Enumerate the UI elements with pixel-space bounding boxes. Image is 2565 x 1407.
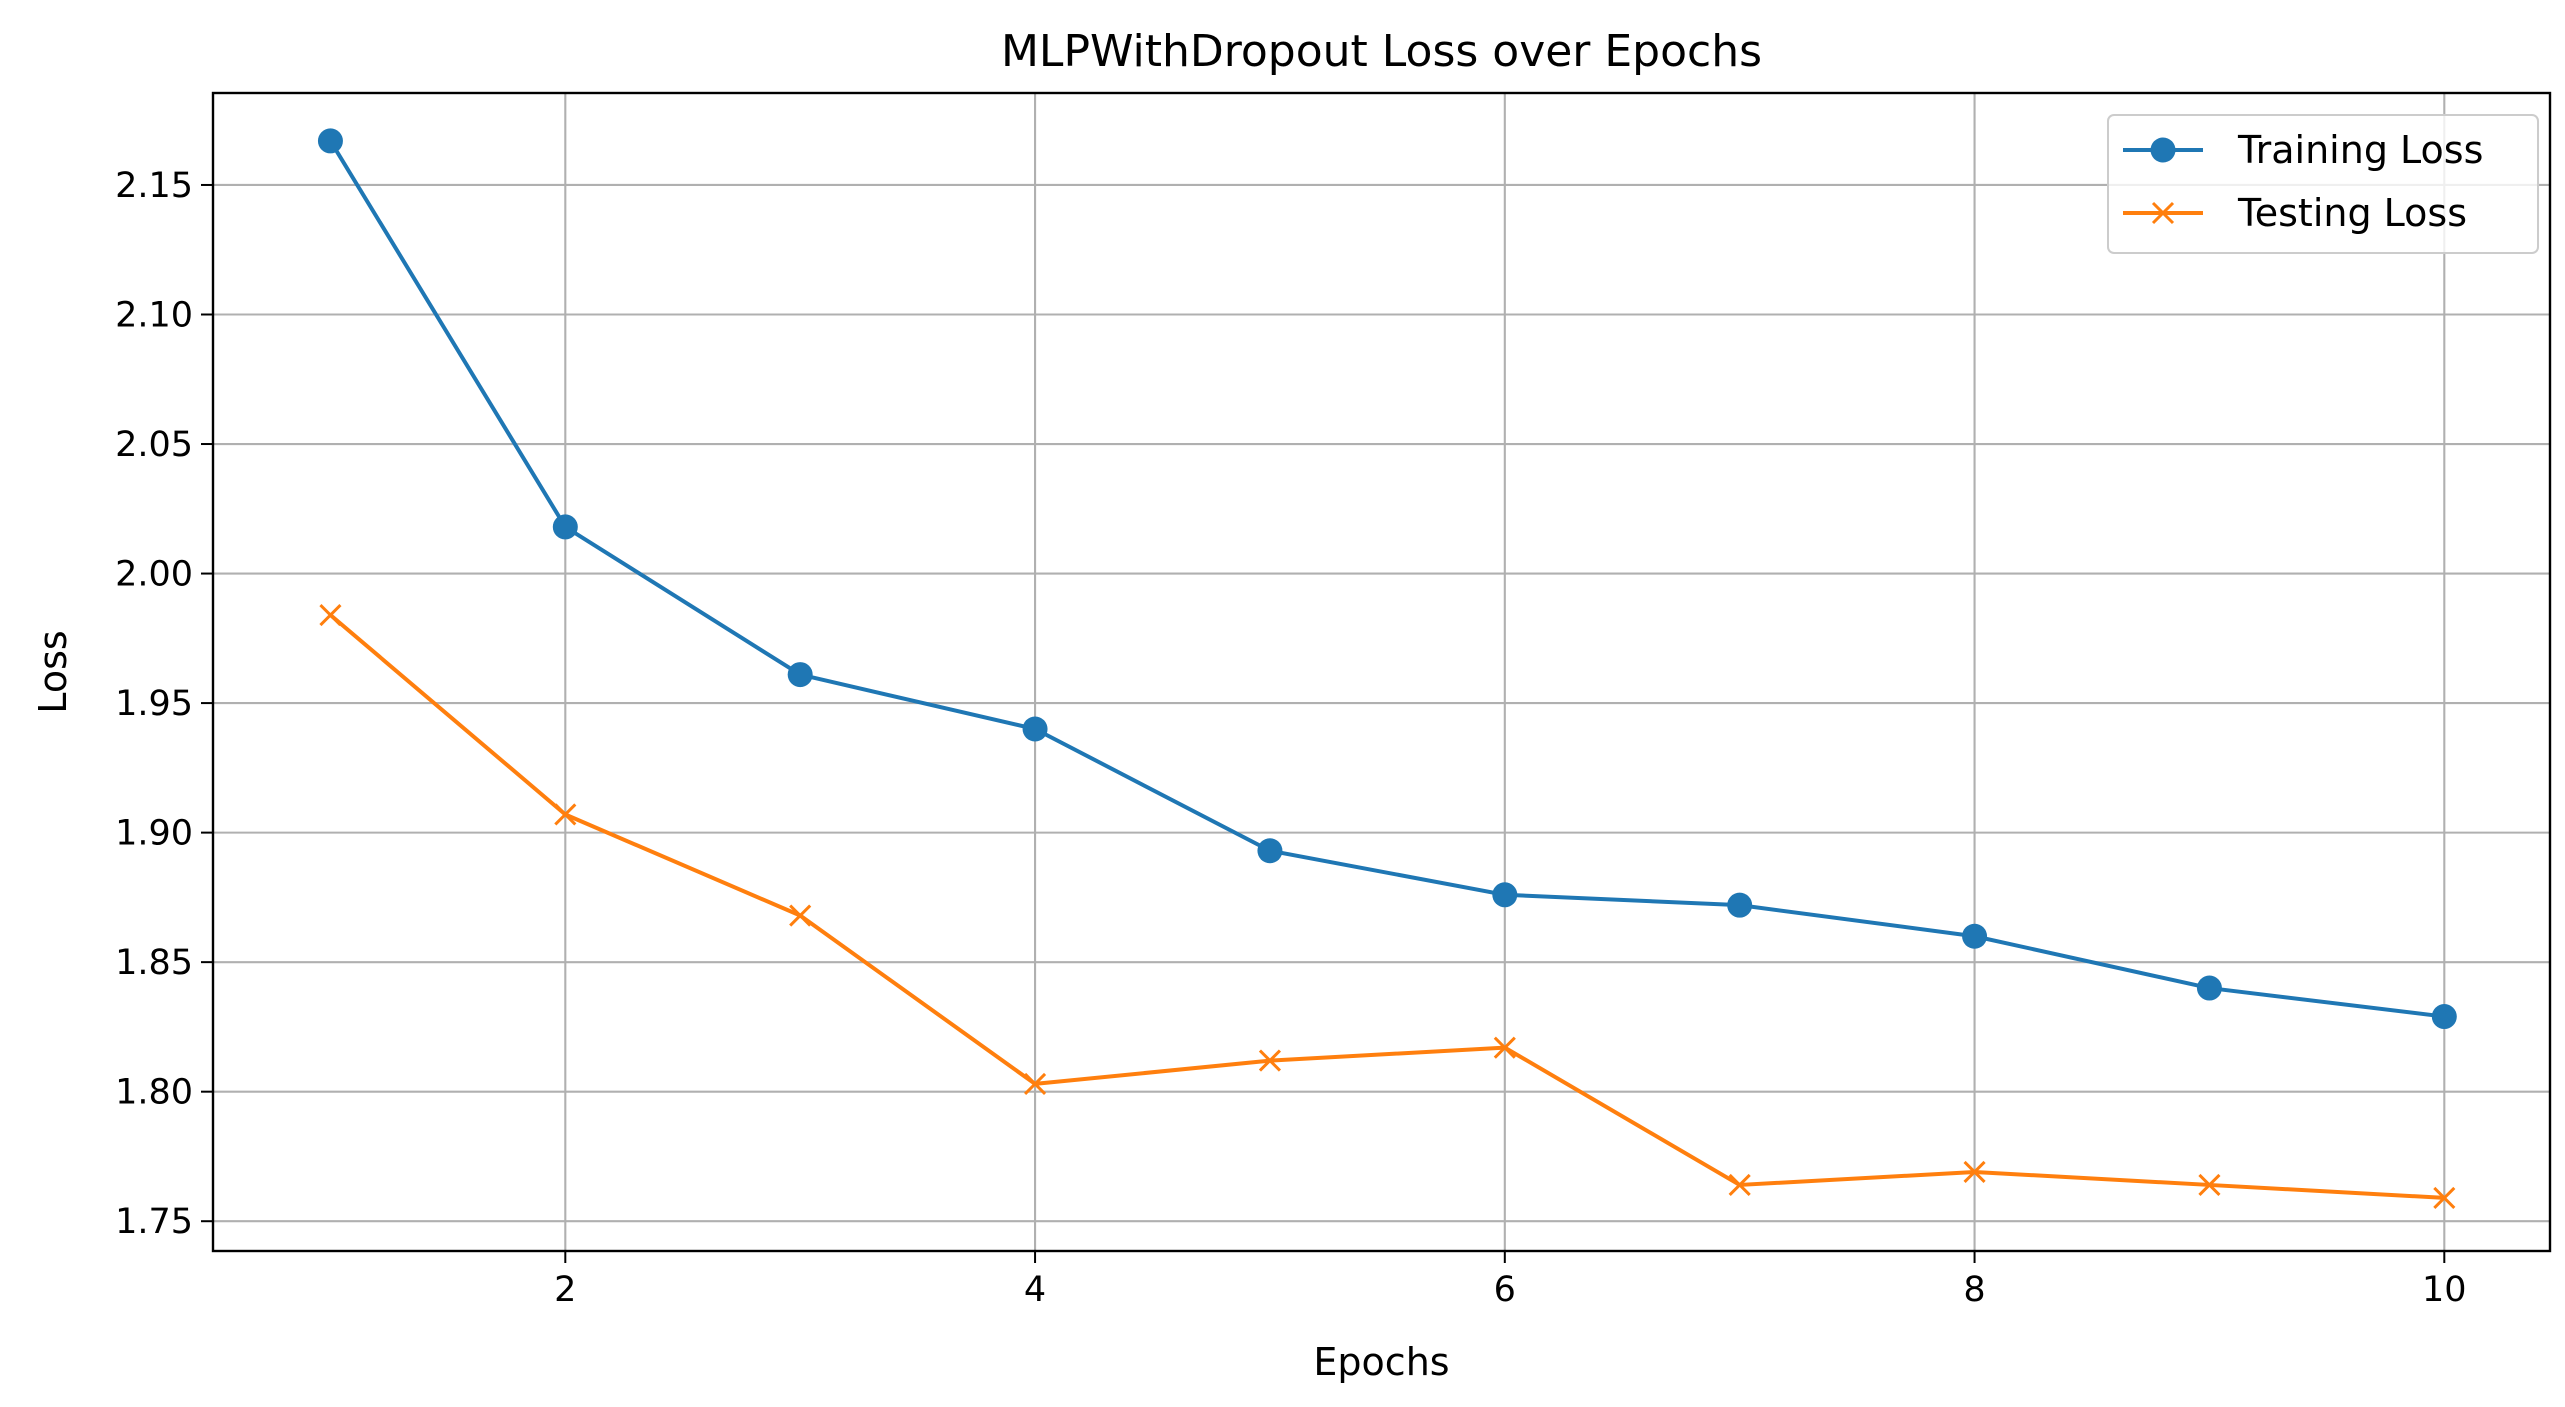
data-point <box>1022 716 1048 742</box>
x-tick-label: 10 <box>2422 1270 2467 1310</box>
ticks: 2 4 6 8 10 1.75 1.80 1.85 1.90 1.95 2.00 2.05 2.10 2.… <box>115 166 2467 1310</box>
series-line <box>329 613 2445 1200</box>
x-tick-label: 2 <box>554 1270 576 1310</box>
data-point <box>2433 1186 2456 1209</box>
y-tick-label: 2.10 <box>115 295 193 335</box>
legend-entry: Training Loss <box>2123 128 2483 172</box>
data-point <box>1728 1173 1751 1197</box>
legend-box <box>2107 114 2539 254</box>
y-tick-label: 1.90 <box>115 814 193 854</box>
legend-marker <box>2151 201 2175 225</box>
x-tick-label: 4 <box>1024 1270 1046 1310</box>
x-marker-stroke <box>1963 1160 1986 1184</box>
x-marker-stroke <box>1728 1173 1751 1197</box>
legend-marker <box>2150 137 2176 163</box>
series-0 <box>317 128 2457 1030</box>
x-marker-stroke <box>2433 1186 2456 1209</box>
data-point <box>552 514 578 540</box>
plot-frame <box>211 91 2552 1253</box>
legend-label: Training Loss <box>2237 128 2483 172</box>
y-tick-label: 2.00 <box>115 555 193 595</box>
x-marker-stroke <box>789 904 812 927</box>
series-line <box>328 139 2445 1019</box>
x-tick-label: 6 <box>1494 1270 1516 1310</box>
y-tick-label: 1.95 <box>115 684 193 724</box>
x-marker-stroke <box>554 803 577 826</box>
y-tick-label: 1.75 <box>115 1202 193 1242</box>
data-point <box>319 603 342 627</box>
data-point <box>1962 923 1988 949</box>
data-point <box>1258 1049 1281 1072</box>
data-point <box>1023 1072 1047 1095</box>
data-point <box>1493 1036 1516 1059</box>
data-point <box>789 904 812 927</box>
data-point <box>1257 838 1283 864</box>
x-marker-stroke <box>1023 1072 1047 1095</box>
y-axis-label: Loss <box>31 630 75 713</box>
x-marker-stroke <box>1493 1036 1516 1059</box>
data-point <box>317 128 343 154</box>
y-tick-label: 2.15 <box>115 166 193 206</box>
data-point <box>1727 892 1753 918</box>
data-point <box>787 662 813 688</box>
y-tick-label: 1.85 <box>115 943 193 983</box>
x-marker-stroke <box>2151 201 2175 225</box>
legend-items: Training Loss Testing Loss <box>2123 128 2483 235</box>
y-tick-label: 1.80 <box>115 1073 193 1113</box>
legend: Training Loss Testing Loss <box>2107 114 2539 254</box>
x-axis-label: Epochs <box>1313 1340 1449 1384</box>
x-tick-label: 8 <box>1963 1270 1985 1310</box>
series-1 <box>319 603 2456 1209</box>
series-layer <box>317 128 2457 1209</box>
chart-title: MLPWithDropout Loss over Epochs <box>1001 26 1762 77</box>
data-point <box>1492 882 1518 908</box>
y-tick-label: 2.05 <box>115 425 193 465</box>
data-point <box>2431 1004 2457 1030</box>
x-marker-stroke <box>2198 1173 2221 1197</box>
x-marker-stroke <box>1258 1049 1281 1072</box>
data-point <box>2196 975 2222 1001</box>
data-point <box>1963 1160 1986 1184</box>
data-point <box>554 803 577 826</box>
legend-label: Testing Loss <box>2237 191 2467 235</box>
legend-entry: Testing Loss <box>2123 191 2467 235</box>
data-point <box>2198 1173 2221 1197</box>
x-marker-stroke <box>319 603 342 627</box>
